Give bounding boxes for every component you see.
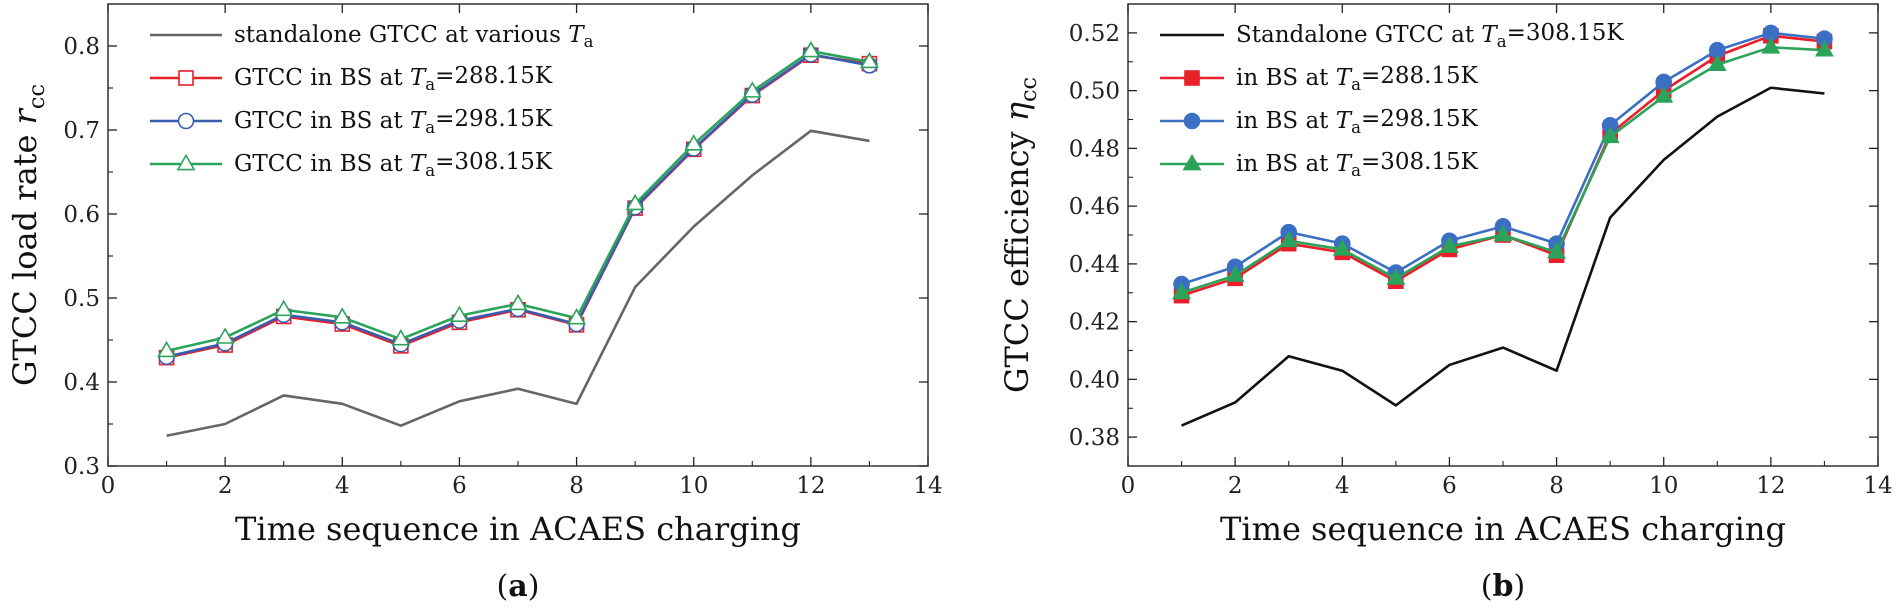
- legend-marker: [1183, 112, 1201, 130]
- y-axis-title: GTCC efficiency ηcc: [998, 77, 1042, 393]
- legend-item: Standalone GTCC at Ta=308.15K: [1160, 20, 1624, 51]
- data-point: [1493, 224, 1513, 242]
- x-tick-label: 4: [1335, 473, 1350, 499]
- legend-marker: [176, 153, 196, 171]
- y-tick-label: 0.38: [1069, 425, 1120, 451]
- legend-item: in BS at Ta=298.15K: [1160, 106, 1479, 137]
- legend-label: Standalone GTCC at Ta=308.15K: [1236, 20, 1624, 51]
- data-point: [567, 308, 587, 325]
- y-tick-label: 0.44: [1069, 252, 1120, 278]
- legend-item: GTCC in BS at Ta=308.15K: [150, 149, 553, 180]
- data-point: [1707, 54, 1727, 71]
- data-point: [801, 40, 821, 58]
- legend-label: in BS at Ta=288.15K: [1236, 63, 1479, 94]
- x-tick-label: 14: [1863, 473, 1892, 499]
- y-tick-label: 0.48: [1069, 136, 1120, 162]
- y-tick-label: 0.52: [1069, 21, 1120, 47]
- chart-panel-a: 0 2 4 6 8 10 12 14 0.3 0.4 0.5 0.6 0.7 0.8 Time sequen…: [6, 3, 943, 604]
- legend-item: GTCC in BS at Ta=298.15K: [150, 106, 553, 137]
- legend-item: in BS at Ta=308.15K: [1160, 149, 1479, 180]
- data-point: [742, 81, 762, 98]
- data-point: [1386, 268, 1406, 285]
- legend-label: GTCC in BS at Ta=298.15K: [234, 106, 553, 137]
- data-point: [1547, 242, 1567, 259]
- y-tick-label: 0.3: [63, 454, 100, 480]
- legend: Standalone GTCC at Ta=308.15K in BS at Ta…: [1160, 20, 1624, 180]
- data-point: [1814, 40, 1834, 57]
- data-point: [449, 305, 469, 322]
- data-point: [157, 340, 177, 358]
- data-point: [391, 329, 411, 346]
- data-point: [1654, 86, 1674, 103]
- legend-label: GTCC in BS at Ta=308.15K: [234, 149, 553, 180]
- y-tick-label: 0.7: [63, 118, 100, 144]
- x-tick-label: 4: [335, 473, 350, 499]
- y-tick-label: 0.4: [63, 370, 100, 396]
- x-tick-label: 2: [1228, 473, 1243, 499]
- series-3: [1172, 37, 1834, 300]
- legend-label: in BS at Ta=308.15K: [1236, 149, 1479, 180]
- x-tick-label: 6: [1442, 473, 1457, 499]
- legend-label: GTCC in BS at Ta=288.15K: [234, 63, 553, 94]
- x-tick-label: 0: [1121, 473, 1136, 499]
- y-tick-label: 0.6: [63, 202, 100, 228]
- data-point: [1600, 126, 1620, 144]
- data-point: [1279, 230, 1299, 248]
- y-axis-title: GTCC load rate rcc: [6, 84, 50, 386]
- series-0: [166, 129, 870, 438]
- data-point: [1172, 282, 1192, 300]
- x-tick-label: 8: [569, 473, 584, 499]
- x-tick-label: 6: [452, 473, 467, 499]
- x-tick-label: 10: [1649, 473, 1678, 499]
- data-point: [1332, 239, 1352, 256]
- legend-marker: [178, 70, 194, 86]
- data-point: [274, 299, 294, 317]
- series-line: [1181, 86, 1825, 427]
- x-axis-title: Time sequence in ACAES charging: [235, 510, 801, 548]
- x-tick-label: 12: [1756, 473, 1785, 499]
- legend-marker: [1182, 153, 1202, 171]
- legend-item: standalone GTCC at various Ta: [150, 22, 594, 51]
- data-point: [684, 134, 704, 151]
- data-point: [332, 307, 352, 324]
- y-tick-label: 0.42: [1069, 310, 1120, 336]
- legend-marker: [177, 112, 195, 130]
- legend-marker: [1184, 70, 1200, 86]
- legend-label: standalone GTCC at various Ta: [234, 22, 594, 51]
- data-point: [1761, 37, 1781, 54]
- series-3: [157, 40, 879, 358]
- x-axis-title: Time sequence in ACAES charging: [1220, 510, 1786, 548]
- x-tick-label: 0: [101, 473, 116, 499]
- x-tick-label: 12: [796, 473, 825, 499]
- legend: standalone GTCC at various Ta GTCC in BS …: [150, 22, 594, 180]
- legend-label: in BS at Ta=298.15K: [1236, 106, 1479, 137]
- x-tick-label: 14: [913, 473, 942, 499]
- y-tick-label: 0.8: [63, 34, 100, 60]
- y-axis-title-group: GTCC efficiency ηcc: [998, 77, 1042, 393]
- panel-label: (b): [1481, 569, 1525, 604]
- y-tick-label: 0.40: [1069, 367, 1120, 393]
- series-0: [1181, 86, 1825, 427]
- x-tick-label: 2: [218, 473, 233, 499]
- y-axis-title-group: GTCC load rate rcc: [6, 84, 50, 386]
- chart-panel-b: 0 2 4 6 8 10 12 14 0.38 0.40 0.42 0.44 0.46 0.48 0.50 0…: [998, 3, 1893, 604]
- data-point: [1225, 265, 1245, 282]
- x-tick-label: 8: [1549, 473, 1564, 499]
- y-tick-label: 0.46: [1069, 194, 1120, 220]
- data-point: [625, 193, 645, 211]
- data-point: [508, 293, 528, 311]
- panel-label: (a): [497, 569, 540, 604]
- x-tick-label: 10: [679, 473, 708, 499]
- legend-item: GTCC in BS at Ta=288.15K: [150, 63, 553, 94]
- series-line: [166, 129, 870, 438]
- y-tick-label: 0.50: [1069, 79, 1120, 105]
- data-point: [859, 51, 879, 69]
- data-point: [1439, 236, 1459, 253]
- legend-item: in BS at Ta=288.15K: [1160, 63, 1479, 94]
- y-tick-label: 0.5: [63, 286, 100, 312]
- data-point: [215, 327, 235, 344]
